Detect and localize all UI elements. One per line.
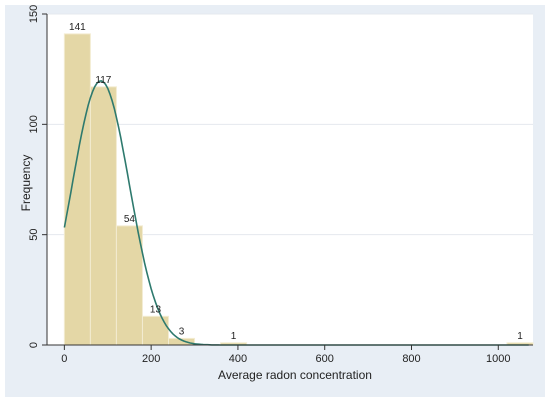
bar-label-6: 1: [517, 331, 523, 342]
x-tick-label-1000: 1000: [486, 353, 510, 365]
y-tick-label-100: 100: [28, 115, 40, 133]
y-axis-label: Frequency: [19, 155, 33, 212]
x-tick-label-0: 0: [61, 353, 67, 365]
bar-label-0: 141: [69, 22, 86, 33]
x-axis-label: Average radon concentration: [218, 368, 372, 382]
histogram-bar-2: [115, 225, 143, 346]
y-axis-ticks: 0 50 100 150: [28, 5, 47, 348]
y-tick-label-0: 0: [28, 342, 40, 348]
bar-label-5: 1: [231, 331, 237, 342]
bar-label-2: 54: [124, 214, 136, 225]
histogram-bar-1: [89, 86, 117, 346]
histogram-bars: [63, 33, 534, 346]
x-tick-label-200: 200: [142, 353, 160, 365]
histogram-bar-0: [63, 33, 91, 346]
x-tick-label-400: 400: [229, 353, 247, 365]
bar-label-3: 13: [150, 304, 162, 315]
x-tick-label-800: 800: [402, 353, 420, 365]
bar-label-4: 3: [179, 326, 185, 337]
y-tick-label-50: 50: [28, 229, 40, 241]
y-tick-label-150: 150: [28, 5, 40, 23]
axes: [46, 14, 533, 346]
bar-count-labels: 141 117 54 13 3 1 1: [69, 22, 523, 342]
x-tick-label-600: 600: [316, 353, 334, 365]
x-axis-ticks: 0 200 400 600 800 1000: [61, 345, 511, 365]
bar-label-1: 117: [95, 75, 111, 86]
histogram-bar-3: [141, 315, 169, 346]
